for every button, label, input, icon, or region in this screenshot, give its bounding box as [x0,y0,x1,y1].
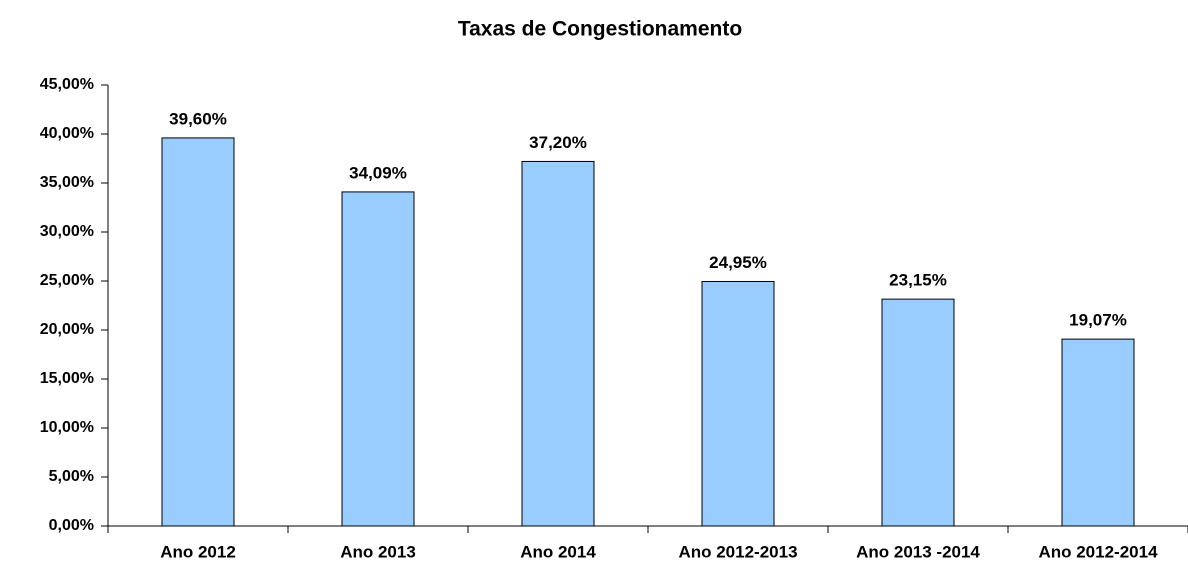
y-tick-label: 10,00% [40,419,94,436]
y-tick-label: 25,00% [40,272,94,289]
value-label: 23,15% [889,271,947,290]
bar [161,137,235,527]
y-tick-label: 40,00% [40,125,94,142]
y-tick-label: 15,00% [40,370,94,387]
x-tick-label: Ano 2013 [340,542,416,561]
bar [1061,338,1135,527]
bar [881,298,955,527]
x-tick-label: Ano 2014 [520,542,596,561]
x-tick-label: Ano 2012 [160,542,236,561]
y-tick-label: 0,00% [49,517,94,534]
y-tick-label: 35,00% [40,174,94,191]
y-tick-label: 30,00% [40,223,94,240]
bar [521,160,595,527]
x-tick-label: Ano 2013 -2014 [856,542,980,561]
value-label: 39,60% [169,109,227,128]
value-label: 37,20% [529,133,587,152]
x-tick-label: Ano 2012-2014 [1038,542,1158,561]
x-tick-label: Ano 2012-2013 [678,542,797,561]
value-label: 34,09% [349,163,407,182]
y-tick-label: 45,00% [40,76,94,93]
value-label: 24,95% [709,253,767,272]
value-label: 19,07% [1069,311,1127,330]
y-tick-label: 5,00% [49,468,94,485]
chart-title: Taxas de Congestionamento [458,18,742,41]
bar [341,191,415,527]
bar [701,280,775,527]
y-tick-label: 20,00% [40,321,94,338]
